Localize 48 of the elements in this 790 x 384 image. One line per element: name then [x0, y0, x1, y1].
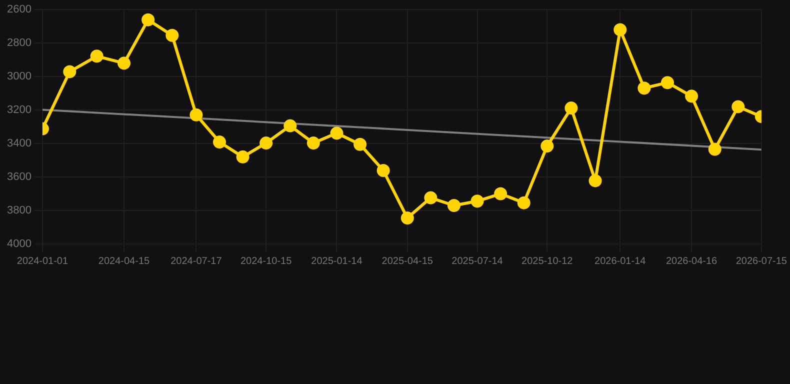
- point: [400, 212, 414, 225]
- y-tick-label: 2800: [6, 37, 32, 50]
- x-tick-label: 2025-01-14: [311, 256, 363, 267]
- point: [424, 191, 438, 204]
- x-tick-label: 2026-01-14: [594, 256, 646, 267]
- point: [540, 140, 554, 153]
- y-tick-label: 3400: [6, 138, 32, 150]
- point: [330, 126, 344, 140]
- point: [142, 13, 155, 26]
- y-tick-label: 4000: [6, 238, 32, 250]
- x-tick-label: 2024-01-01: [16, 256, 68, 267]
- point: [638, 82, 651, 95]
- point: [306, 136, 320, 150]
- point: [660, 76, 674, 90]
- x-tick-label: 2025-04-15: [382, 256, 434, 267]
- point: [732, 100, 745, 114]
- point: [236, 150, 250, 164]
- point: [588, 174, 602, 188]
- x-tick-label: 2026-04-16: [666, 256, 718, 267]
- point: [354, 138, 367, 151]
- x-tick-label: 2024-04-15: [98, 256, 150, 267]
- x-tick-label: 2025-07-14: [452, 256, 504, 267]
- point: [685, 90, 698, 103]
- point: [708, 142, 722, 156]
- point: [470, 194, 484, 208]
- point: [494, 187, 508, 200]
- point: [447, 198, 460, 212]
- y-tick-label: 3000: [6, 70, 32, 83]
- point: [117, 56, 130, 70]
- x-tick-label: 2024-07-17: [170, 256, 222, 267]
- x-tick-label: 2025-10-12: [522, 256, 574, 267]
- point: [284, 119, 297, 132]
- x-tick-label: 2026-07-15: [736, 256, 788, 267]
- y-tick-label: 2600: [6, 4, 32, 16]
- point: [614, 23, 627, 36]
- point: [376, 164, 390, 177]
- point: [90, 50, 104, 63]
- point: [564, 102, 578, 115]
- x-tick-label: 2024-10-15: [240, 256, 292, 267]
- point: [63, 65, 76, 78]
- y-tick-label: 3200: [6, 104, 32, 116]
- point: [212, 136, 226, 149]
- point: [260, 136, 273, 150]
- point: [166, 28, 179, 42]
- y-tick-label: 3600: [6, 171, 32, 184]
- point: [190, 108, 203, 122]
- y-tick-label: 3800: [6, 204, 32, 217]
- point: [517, 196, 530, 210]
